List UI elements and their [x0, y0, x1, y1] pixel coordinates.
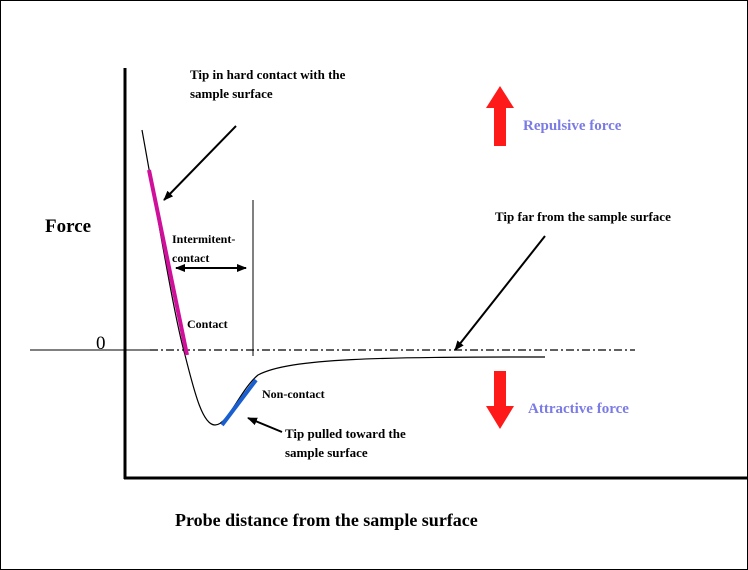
force-label: Force: [45, 216, 91, 237]
label: sample surface: [285, 445, 368, 460]
contact-segment: [147, 169, 189, 356]
arrow: [247, 417, 283, 433]
label: Non-contact: [262, 387, 325, 401]
x-axis-label: Probe distance from the sample surface: [175, 510, 478, 530]
label: Tip far from the sample surface: [495, 209, 671, 224]
repulsive-label: Repulsive force: [523, 118, 622, 134]
arrow: [163, 125, 237, 201]
force-curve: [141, 129, 546, 426]
up-arrow: [486, 86, 514, 146]
label: Intermitent-: [172, 232, 235, 246]
label: sample surface: [190, 86, 273, 101]
label: Tip pulled toward the: [285, 426, 406, 441]
label: Tip in hard contact with the: [190, 67, 346, 82]
arrow: [454, 235, 546, 351]
label: contact: [172, 251, 209, 265]
attractive-label: Attractive force: [528, 401, 629, 417]
zero-label: 0: [96, 333, 106, 354]
noncontact-segment: [220, 378, 258, 427]
label: Contact: [187, 317, 228, 331]
down-arrow: [486, 371, 514, 429]
